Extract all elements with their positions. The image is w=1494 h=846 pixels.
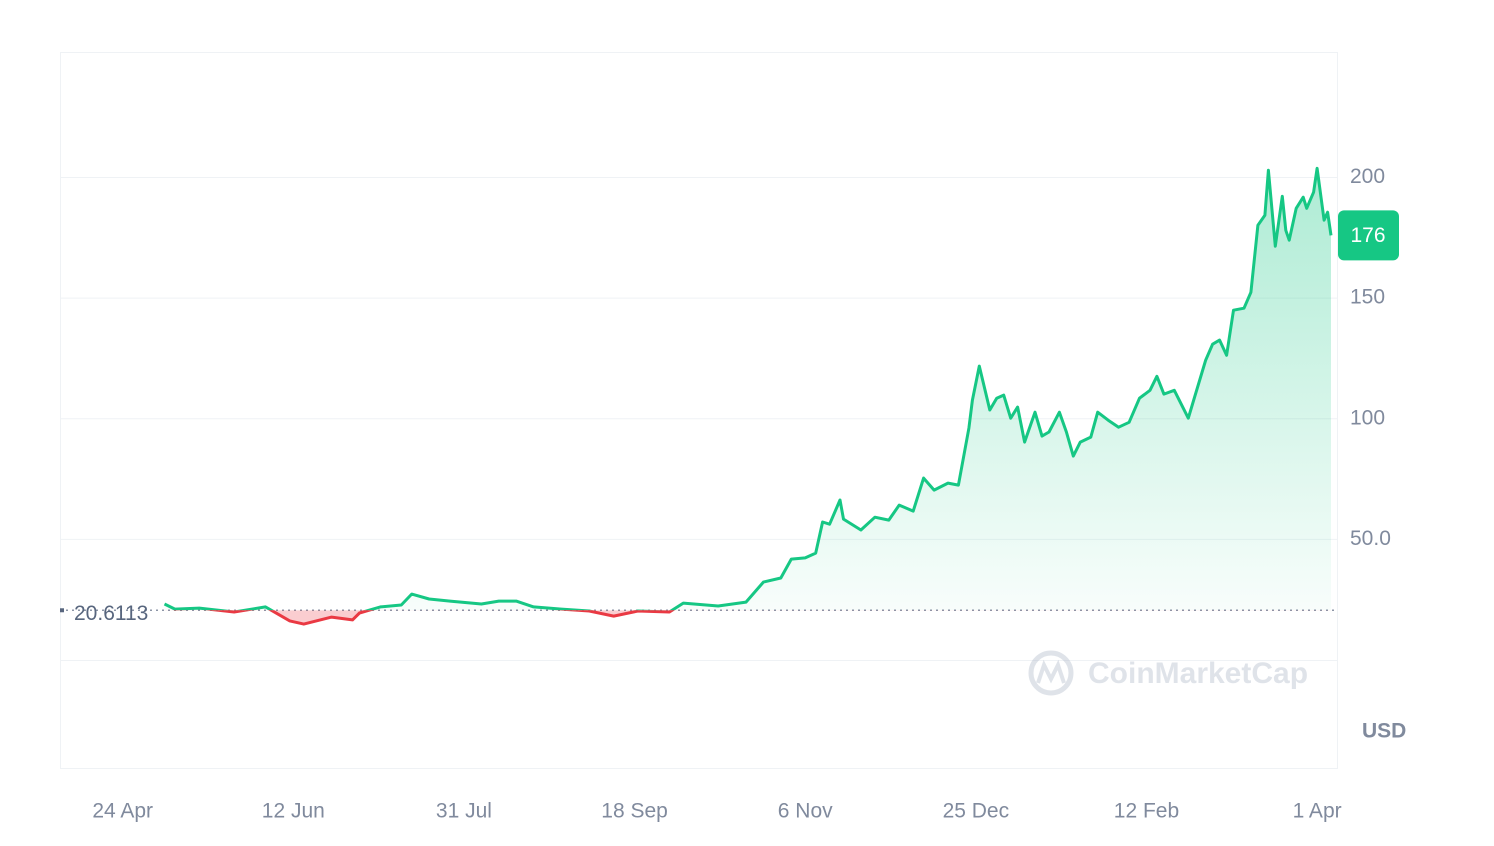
x-tick-label: 12 Feb bbox=[1114, 800, 1179, 823]
x-tick-label: 18 Sep bbox=[601, 800, 668, 823]
last-price-label: 176 bbox=[1350, 224, 1385, 247]
watermark-text: CoinMarketCap bbox=[1088, 657, 1308, 690]
up-group bbox=[163, 166, 1333, 611]
down-group bbox=[173, 610, 675, 626]
x-tick-label: 12 Jun bbox=[262, 800, 325, 823]
plot-frame bbox=[60, 52, 1338, 769]
baseline-label: 20.6113 bbox=[74, 602, 148, 625]
x-tick-label: 31 Jul bbox=[436, 800, 492, 823]
y-tick-label: 150 bbox=[1350, 286, 1385, 309]
y-tick-label: 200 bbox=[1350, 165, 1385, 188]
watermark: CoinMarketCap bbox=[1028, 650, 1308, 696]
y-tick-label: 100 bbox=[1350, 406, 1385, 429]
x-tick-label: 1 Apr bbox=[1293, 800, 1342, 823]
price-line-up bbox=[163, 166, 1333, 611]
currency-label: USD bbox=[1362, 720, 1406, 743]
x-tick-label: 6 Nov bbox=[778, 800, 833, 823]
x-tick-label: 24 Apr bbox=[92, 800, 153, 823]
area-up bbox=[164, 168, 1331, 611]
last-price-badge bbox=[1338, 210, 1399, 261]
baseline-tick bbox=[60, 608, 64, 613]
x-tick-label: 25 Dec bbox=[943, 800, 1010, 823]
area-down bbox=[218, 610, 673, 625]
y-tick-label: 50.0 bbox=[1350, 527, 1391, 550]
